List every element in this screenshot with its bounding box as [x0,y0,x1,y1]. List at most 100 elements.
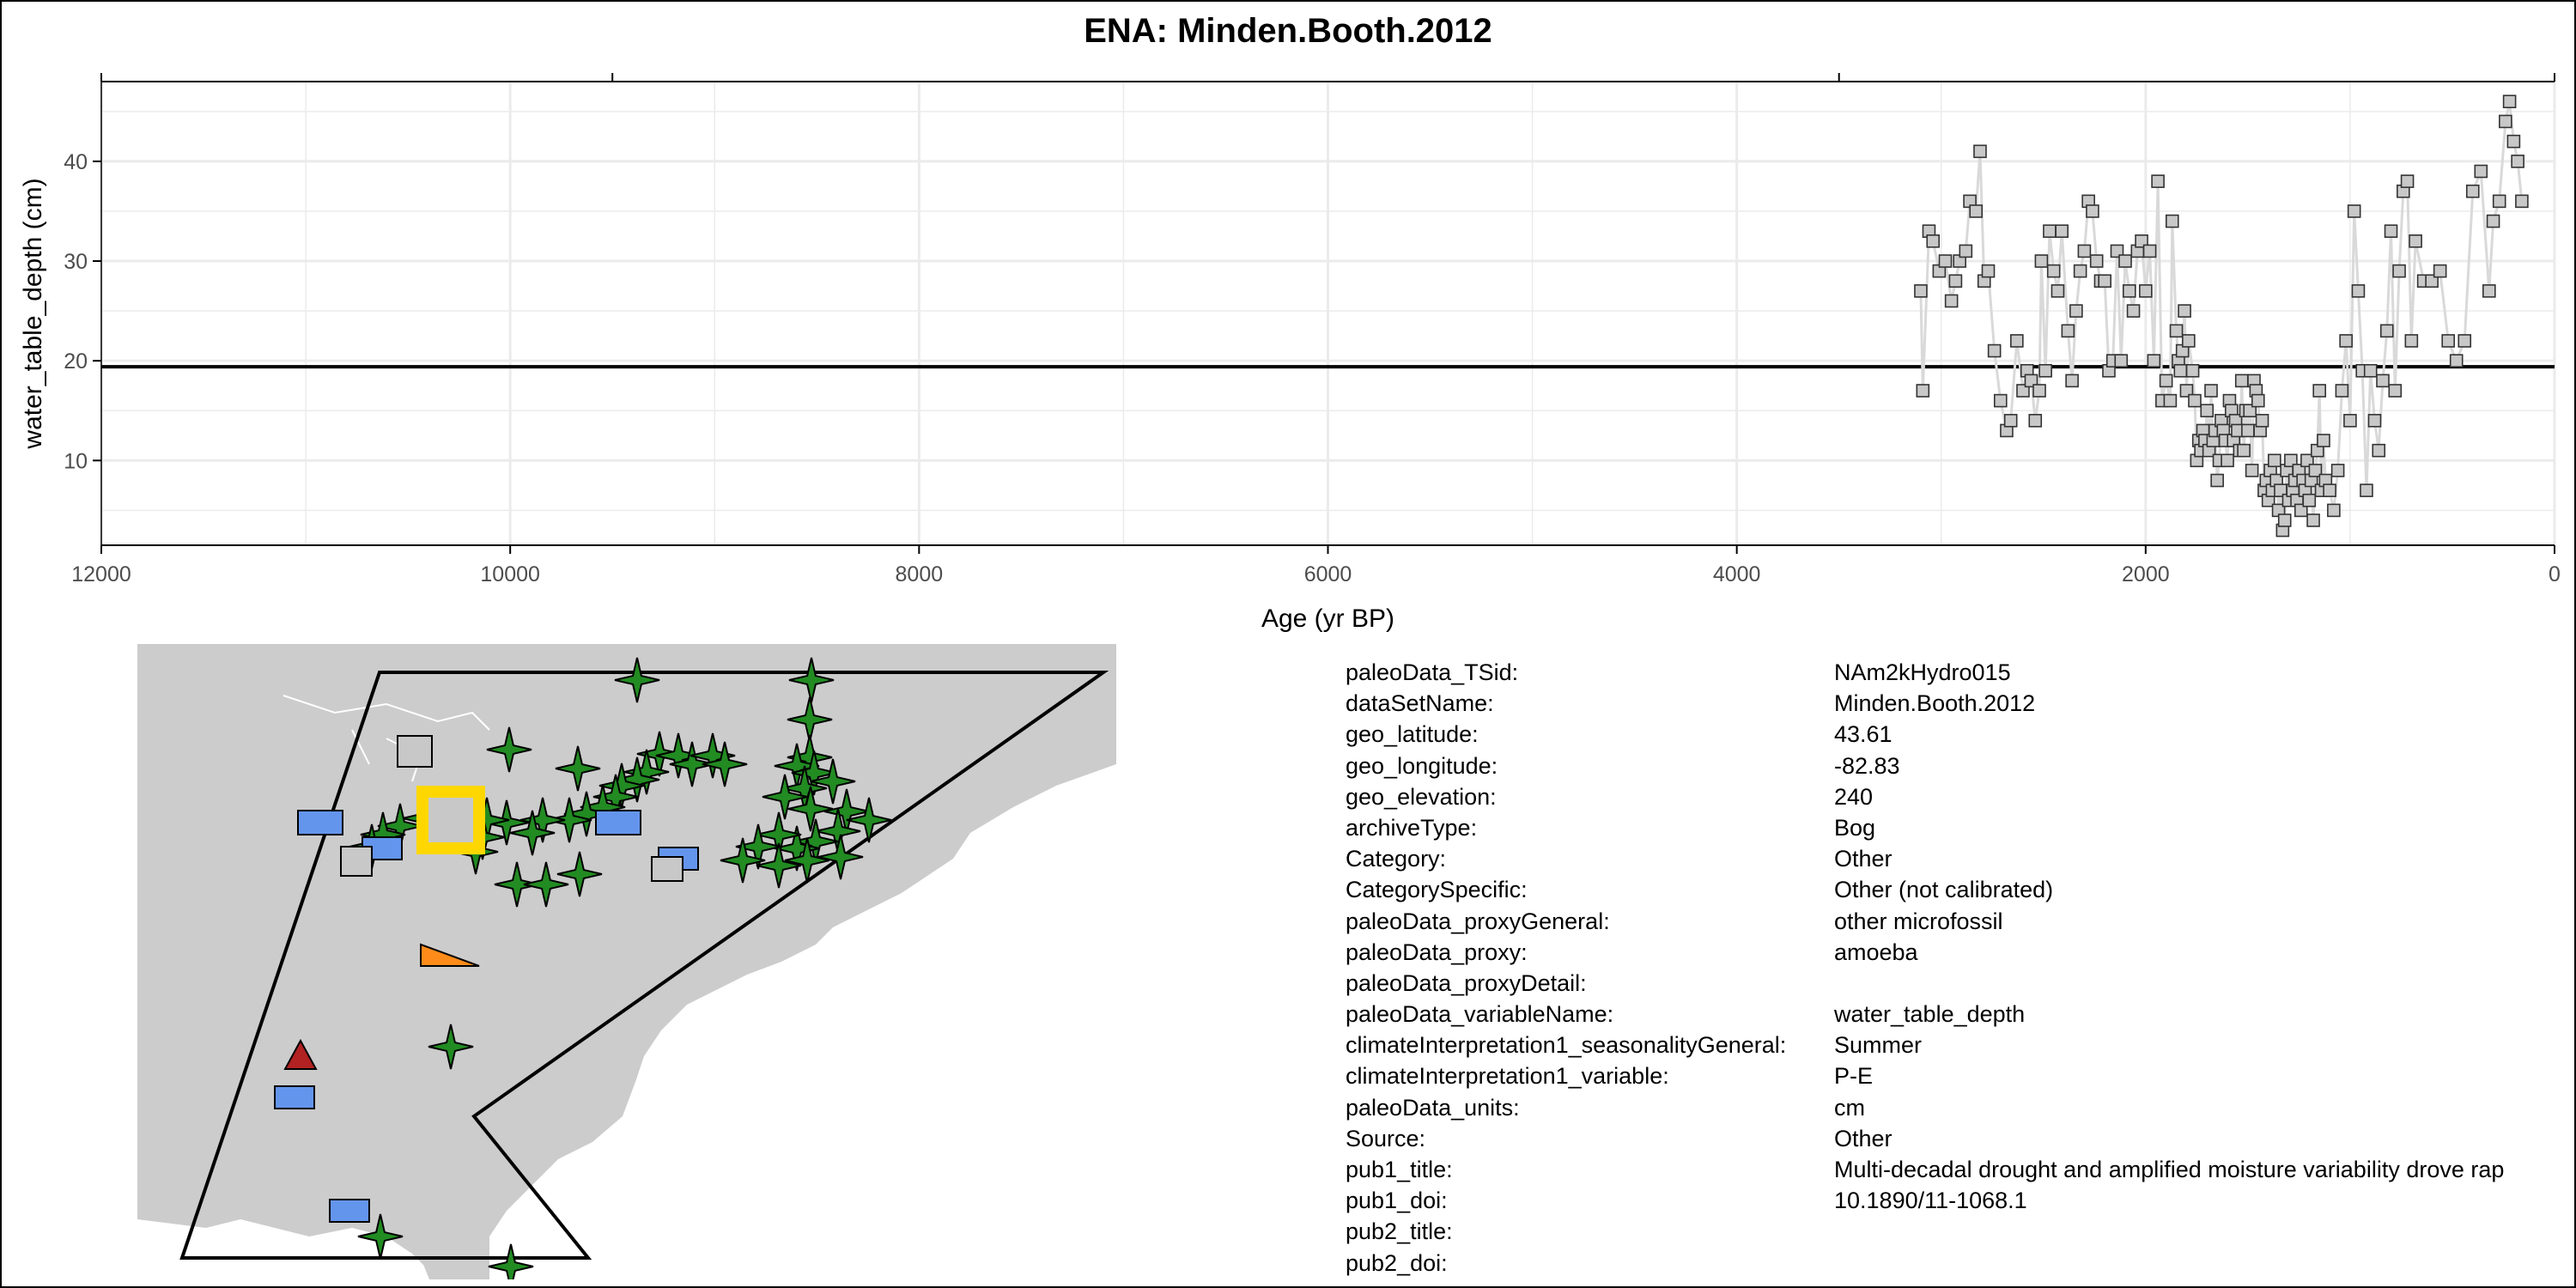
data-point [2323,483,2336,497]
data-point [2016,384,2030,398]
data-point [2268,453,2281,468]
metadata-key: geo_elevation: [1346,783,1497,810]
data-point [2179,384,2194,398]
site-marker-rect [274,1085,315,1109]
metadata-key: pub1_title: [1346,1157,1453,1182]
data-point [2482,284,2496,298]
site-marker-star [488,1243,534,1279]
site-marker-star [555,745,601,792]
data-point [2330,464,2345,477]
metadata-value: Other [1834,846,1893,872]
metadata-value: other microfossil [1834,908,2003,934]
data-point [2277,513,2292,527]
metadata-value: -82.83 [1834,752,1900,779]
site-marker-rect [329,1199,370,1223]
metadata-value: Other (not calibrated) [1834,877,2054,903]
data-point [2200,404,2215,418]
site-marker-star [494,861,540,908]
metadata-key: pub1_doi: [1346,1188,1448,1214]
y-tick-label: 10 [64,449,88,473]
metadata-key: Category: [1346,846,1447,872]
y-axis-label: water_table_depth (cm) [19,178,47,449]
data-point [2086,204,2099,218]
data-point [1993,393,2008,408]
metadata-key: paleoData_units: [1346,1094,1520,1121]
metadata-key: paleoData_variableName: [1346,1001,1614,1028]
site-marker-star [762,774,808,820]
data-point [2110,244,2124,258]
site-marker-star [787,786,834,832]
data-point [1914,284,1928,298]
data-point [2118,254,2132,268]
x-tick-label: 4000 [1713,562,1761,586]
metadata-value: Minden.Booth.2012 [1834,690,2036,717]
data-point [2343,414,2357,428]
data-point [2284,453,2298,468]
data-point [1948,274,1963,289]
data-point [2499,114,2512,129]
data-point [2003,414,2018,428]
data-point [2486,214,2500,228]
data-point [2126,304,2141,318]
data-point [2151,174,2165,188]
metadata-value: amoeba [1834,939,1918,965]
site-marker-star [523,861,569,908]
metadata-key: paleoData_proxyDetail: [1346,969,1587,996]
data-point [1969,204,1984,218]
data-point [2400,174,2415,188]
site-marker-star [655,732,702,779]
site-marker-star [735,823,781,870]
data-point [1926,234,1941,248]
metadata-value: cm [1834,1094,1865,1121]
data-point [2363,363,2378,378]
site-marker-rect [297,810,343,835]
site-marker-star [669,741,715,787]
site-marker-star [817,834,864,880]
data-point [2089,254,2104,268]
site-marker-star [636,731,683,777]
data-point [2335,384,2349,398]
data-point [1987,343,2002,358]
x-tick-label: 10000 [480,562,540,586]
data-point [2351,284,2366,298]
site-marker-star [756,842,802,889]
site-marker-star [614,657,660,703]
metadata-value: Bog [1834,814,1876,841]
site-marker-square [340,846,373,877]
site-marker-star [702,741,748,787]
data-point [2185,363,2200,378]
metadata-value: P-E [1834,1063,1874,1090]
site-marker-star [846,797,892,843]
site-marker-rect [595,810,641,835]
data-point [2502,94,2517,109]
metadata-value: water_table_depth [1834,1001,2026,1028]
data-point [2069,304,2083,318]
data-point [2173,363,2188,378]
x-tick-label: 8000 [896,562,944,586]
site-marker-square [397,735,433,768]
map-markers [274,657,892,1279]
data-point [2441,334,2455,348]
data-point [1959,244,1973,258]
data-point [2312,384,2327,398]
data-point [2024,374,2038,388]
metadata-key: Source: [1346,1125,1426,1151]
metadata-key: pub2_title: [1346,1218,1453,1245]
data-point [2122,284,2136,298]
data-point [2178,304,2191,318]
metadata-key: paleoData_proxy: [1346,939,1528,965]
metadata-value: Multi-decadal drought and amplified mois… [1834,1157,2505,1182]
data-point [2135,234,2148,248]
metadata-value: 10.1890/11-1068.1 [1834,1188,2027,1214]
data-point [2243,404,2257,418]
region-outline [179,671,1109,1260]
data-point [2384,224,2398,238]
metadata-key: paleoData_proxyGeneral: [1346,908,1610,934]
site-marker-star [357,1213,404,1260]
data-point [1973,144,1987,159]
x-tick-label: 12000 [71,562,131,586]
data-point [2372,443,2386,458]
data-point [2515,194,2529,209]
metadata-key: dataSetName: [1346,690,1494,717]
